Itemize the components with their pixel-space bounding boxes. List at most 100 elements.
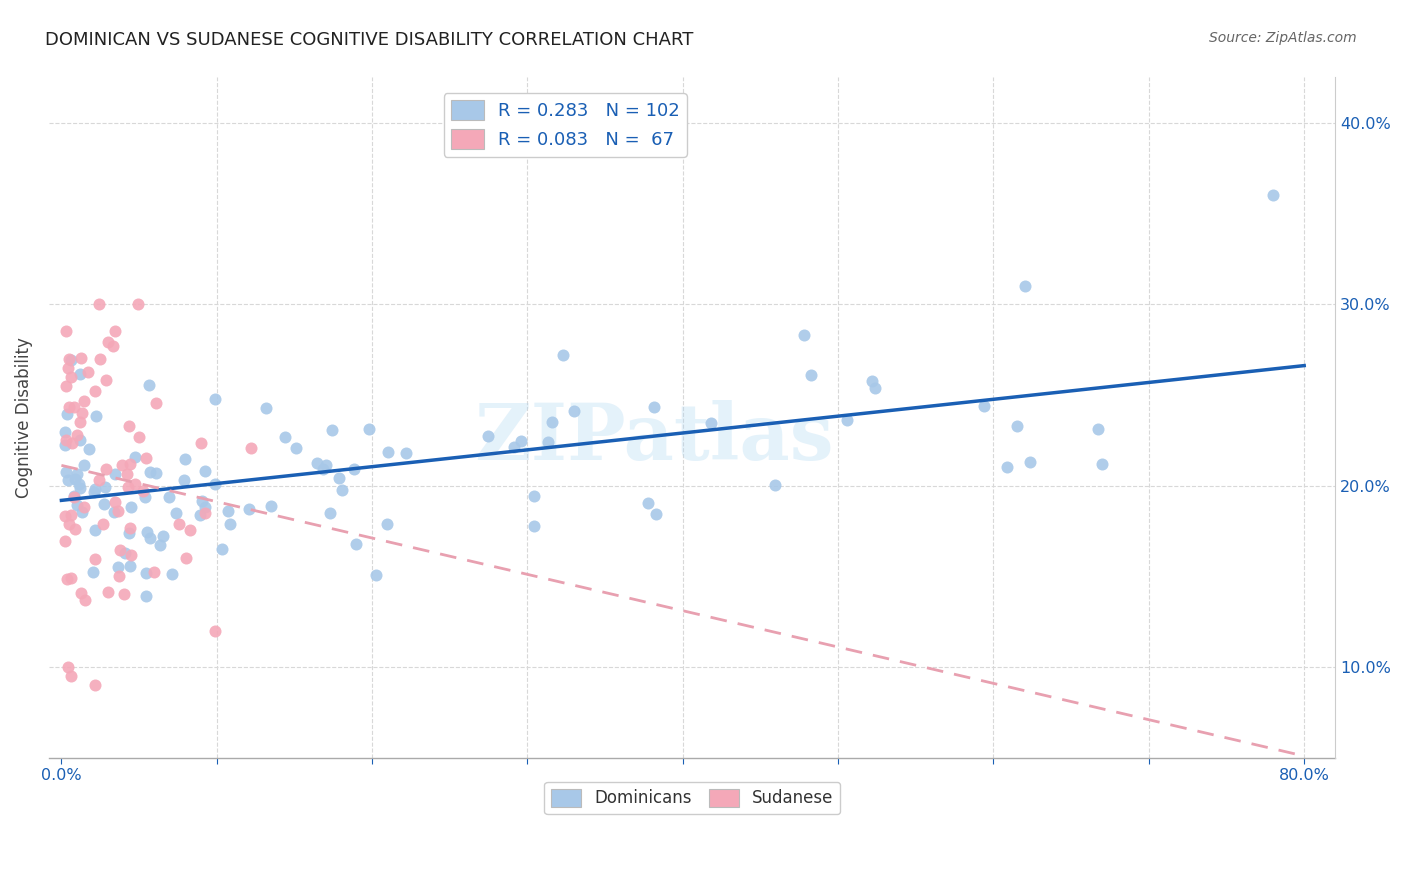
Point <box>96 373 118 387</box>
Point <box>70 351 93 366</box>
Point <box>58 351 80 366</box>
Point <box>285 442 308 456</box>
Point <box>66 467 89 481</box>
Point <box>70 406 93 420</box>
Point <box>800 368 823 382</box>
Legend: Dominicans, Sudanese: Dominicans, Sudanese <box>544 782 839 814</box>
Point <box>124 476 146 491</box>
Point <box>97 334 120 349</box>
Point <box>97 585 120 599</box>
Point <box>53 508 76 523</box>
Point <box>108 569 131 583</box>
Point <box>152 529 174 543</box>
Point <box>194 506 217 520</box>
Point <box>66 427 89 442</box>
Point <box>70 586 93 600</box>
Point <box>118 558 141 573</box>
Point <box>174 551 197 566</box>
Point <box>94 462 117 476</box>
Point <box>537 434 560 449</box>
Point <box>79 442 101 457</box>
Point <box>835 413 858 427</box>
Point <box>53 534 76 549</box>
Point <box>143 565 166 579</box>
Point <box>211 542 233 557</box>
Point <box>190 436 212 450</box>
Point <box>218 517 240 532</box>
Point <box>104 495 127 509</box>
Point <box>315 458 337 472</box>
Point <box>217 504 239 518</box>
Point <box>73 393 96 408</box>
Point <box>72 458 94 472</box>
Point <box>107 504 129 518</box>
Point <box>173 473 195 487</box>
Y-axis label: Cognitive Disability: Cognitive Disability <box>15 337 32 498</box>
Point <box>1087 422 1109 436</box>
Point <box>60 571 83 585</box>
Point <box>66 499 89 513</box>
Point <box>863 381 886 395</box>
Point <box>179 524 201 538</box>
Point <box>136 525 159 540</box>
Point <box>319 506 342 520</box>
Point <box>503 440 526 454</box>
Point <box>138 378 160 392</box>
Point <box>114 546 136 560</box>
Point <box>70 505 93 519</box>
Text: ZIPatlas: ZIPatlas <box>474 400 834 476</box>
Point <box>763 478 786 492</box>
Point <box>328 470 350 484</box>
Point <box>274 430 297 444</box>
Point <box>312 462 335 476</box>
Point <box>307 456 329 470</box>
Point <box>135 450 157 465</box>
Point <box>973 399 995 413</box>
Point <box>83 384 105 399</box>
Point <box>173 452 195 467</box>
Point <box>93 497 115 511</box>
Point <box>84 482 107 496</box>
Point <box>120 521 142 535</box>
Point <box>523 519 546 533</box>
Point <box>91 517 114 532</box>
Point <box>477 429 499 443</box>
Point <box>73 592 96 607</box>
Point <box>145 467 167 481</box>
Point <box>117 467 139 481</box>
Point <box>145 396 167 410</box>
Point <box>89 351 111 366</box>
Point <box>260 499 283 513</box>
Point <box>160 566 183 581</box>
Point <box>132 484 155 499</box>
Point <box>120 500 142 515</box>
Point <box>84 523 107 537</box>
Point <box>55 325 77 339</box>
Point <box>191 494 214 508</box>
Point <box>127 297 149 311</box>
Point <box>69 415 91 429</box>
Point <box>193 464 215 478</box>
Point <box>84 409 107 423</box>
Point <box>58 400 80 414</box>
Point <box>551 348 574 362</box>
Text: Source: ZipAtlas.com: Source: ZipAtlas.com <box>1209 31 1357 45</box>
Point <box>793 328 815 343</box>
Point <box>364 568 387 582</box>
Point <box>562 404 585 418</box>
Point <box>63 400 86 414</box>
Point <box>138 465 160 479</box>
Point <box>55 379 77 393</box>
Point <box>101 338 124 352</box>
Point <box>124 450 146 464</box>
Point <box>53 437 76 451</box>
Point <box>135 566 157 580</box>
Point <box>56 407 79 421</box>
Text: DOMINICAN VS SUDANESE COGNITIVE DISABILITY CORRELATION CHART: DOMINICAN VS SUDANESE COGNITIVE DISABILI… <box>45 31 693 49</box>
Point <box>111 458 134 473</box>
Point <box>60 436 83 450</box>
Point <box>190 508 212 522</box>
Point <box>135 590 157 604</box>
Point <box>118 419 141 434</box>
Point <box>357 422 380 436</box>
